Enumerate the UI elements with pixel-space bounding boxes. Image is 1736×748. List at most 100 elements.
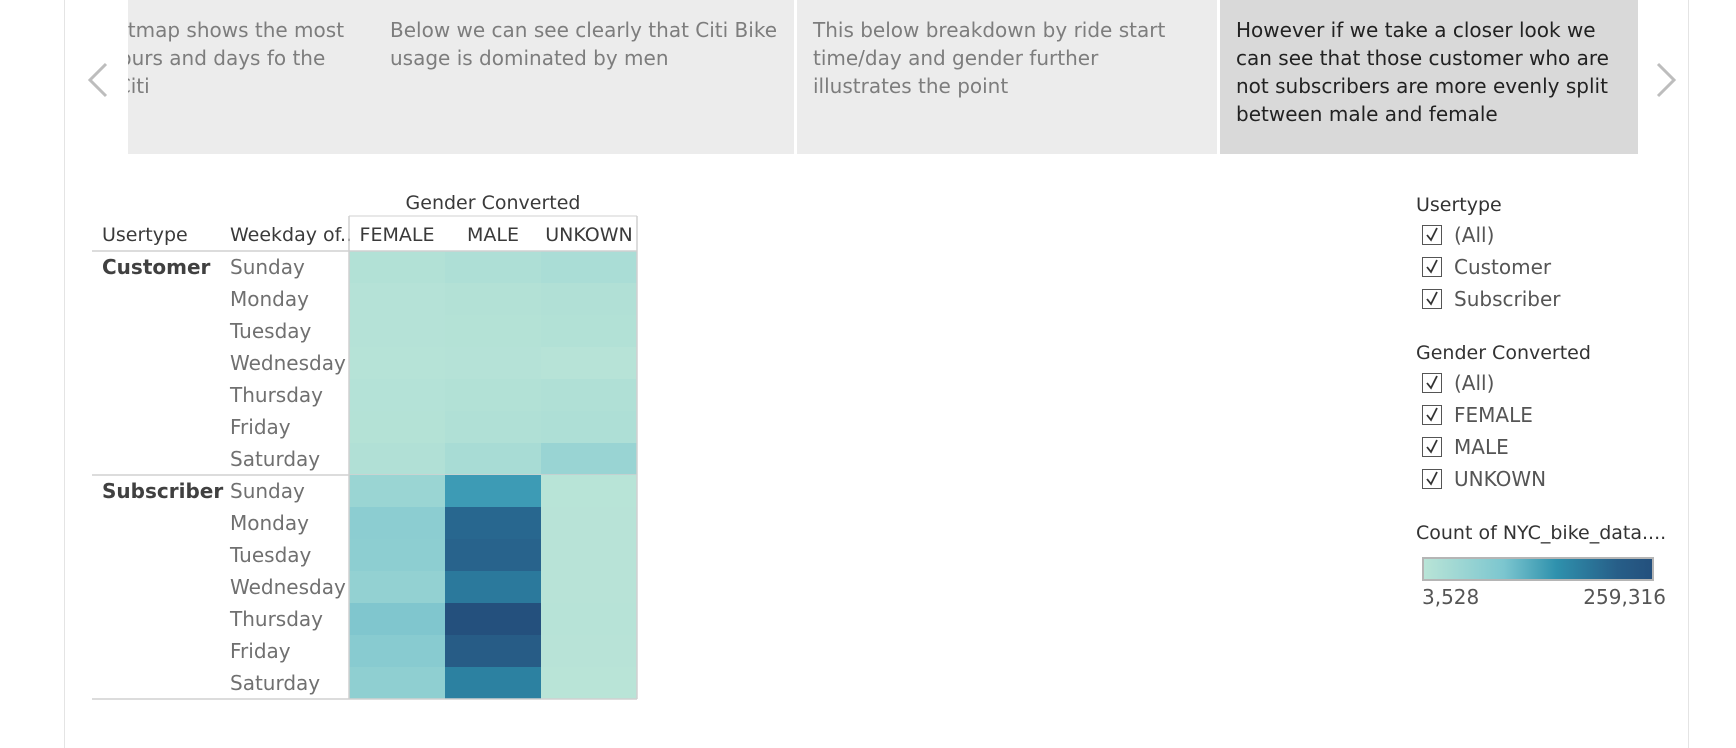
story-caption-4: However if we take a closer look we can … [1236,18,1609,126]
heatmap-cell [541,251,637,283]
usertype-option-subscriber[interactable]: Subscriber [1416,283,1676,315]
usertype-option-label: (All) [1454,223,1495,247]
story-point-3[interactable]: This below breakdown by ride start time/… [797,0,1217,154]
heatmap-cell [541,667,637,699]
usertype-option-label: Subscriber [1454,287,1561,311]
heatmap-cell [349,571,445,603]
heatmap-cell [349,251,445,283]
weekday-label: Sunday [230,479,305,503]
checkmark-icon [1426,291,1438,306]
chevron-left-icon [87,62,108,98]
story-point-2[interactable]: Below we can see clearly that Citi Bike … [374,0,794,154]
gender-option-label: (All) [1454,371,1495,395]
story-prev-button[interactable] [84,60,114,100]
checkbox[interactable] [1422,289,1442,309]
story-navigator: Below heatmap shows the most popular hou… [128,0,1638,154]
color-legend: Count of NYC_bike_data.... 3,528 259,316 [1416,519,1676,619]
checkmark-icon [1426,407,1438,422]
heatmap-cell [349,603,445,635]
weekday-label: Friday [230,639,291,663]
story-point-1[interactable]: Below heatmap shows the most popular hou… [128,0,378,154]
checkbox[interactable] [1422,405,1442,425]
checkmark-icon [1426,227,1438,242]
heatmap-cell [445,507,541,539]
weekday-label: Thursday [229,383,323,407]
usertype-filter: Usertype (All) Customer Subscriber [1416,191,1676,315]
heatmap-cell [445,251,541,283]
weekday-label: Friday [230,415,291,439]
checkbox[interactable] [1422,225,1442,245]
heatmap-cell [541,283,637,315]
heatmap-cell [349,379,445,411]
gender-option-female[interactable]: FEMALE [1416,399,1676,431]
heatmap-cell [349,507,445,539]
frame-left-border [64,0,65,748]
gender-option-label: FEMALE [1454,403,1533,427]
checkbox[interactable] [1422,257,1442,277]
usertype-option-label: Customer [1454,255,1552,279]
heatmap-cell [445,475,541,507]
heatmap-cell [541,443,637,475]
heatmap-cell [349,539,445,571]
usertype-filter-title: Usertype [1416,194,1502,216]
story-caption-1: Below heatmap shows the most popular hou… [128,18,345,98]
usertype-option-customer[interactable]: Customer [1416,251,1676,283]
story-caption-3: This below breakdown by ride start time/… [813,18,1166,98]
heatmap-cell [349,411,445,443]
heatmap-cell [541,379,637,411]
weekday-label: Wednesday [230,575,346,599]
column-header-female: FEMALE [360,224,435,246]
column-header-unkown: UNKOWN [545,224,633,246]
heatmap-cell [349,315,445,347]
column-group-title: Gender Converted [406,192,581,214]
heatmap-cell [445,315,541,347]
row-header-usertype: Usertype [102,224,188,246]
story-caption-2: Below we can see clearly that Citi Bike … [390,18,778,70]
gender-option-male[interactable]: MALE [1416,431,1676,463]
color-legend-title: Count of NYC_bike_data.... [1416,522,1667,544]
frame-right-border [1688,0,1689,748]
heatmap-cell [541,507,637,539]
gender-option-label: UNKOWN [1454,467,1547,491]
heatmap-cell [445,635,541,667]
heatmap-cell [541,635,637,667]
checkbox[interactable] [1422,437,1442,457]
gender-option-label: MALE [1454,435,1509,459]
heatmap-cell [349,347,445,379]
checkbox[interactable] [1422,469,1442,489]
color-ramp [1422,557,1654,581]
weekday-label: Sunday [230,255,305,279]
legend-max-label: 259,316 [1583,585,1666,609]
heatmap-cell [445,667,541,699]
heatmap-cell [445,411,541,443]
weekday-label: Tuesday [229,543,312,567]
heatmap-cell [445,539,541,571]
heatmap-cell [445,571,541,603]
checkmark-icon [1426,439,1438,454]
story-next-button[interactable] [1650,60,1680,100]
checkmark-icon [1426,471,1438,486]
heatmap-cell [541,315,637,347]
heatmap-cell [349,635,445,667]
usertype-option-all[interactable]: (All) [1416,219,1676,251]
story-point-4-active[interactable]: However if we take a closer look we can … [1220,0,1638,154]
checkbox[interactable] [1422,373,1442,393]
weekday-label: Wednesday [230,351,346,375]
group-label-customer: Customer [102,255,211,279]
weekday-label: Saturday [230,447,320,471]
legend-min-label: 3,528 [1422,585,1480,609]
weekday-label: Thursday [229,607,323,631]
heatmap-cell [541,475,637,507]
gender-filter-title: Gender Converted [1416,342,1591,364]
heatmap-cell [349,283,445,315]
heatmap-cell [445,379,541,411]
gender-option-unkown[interactable]: UNKOWN [1416,463,1676,495]
weekday-label: Tuesday [229,319,312,343]
column-header-male: MALE [467,224,519,246]
gender-option-all[interactable]: (All) [1416,367,1676,399]
heatmap-cell [445,443,541,475]
chevron-right-icon [1656,62,1677,98]
heatmap-cell [349,667,445,699]
heatmap-cell [349,443,445,475]
